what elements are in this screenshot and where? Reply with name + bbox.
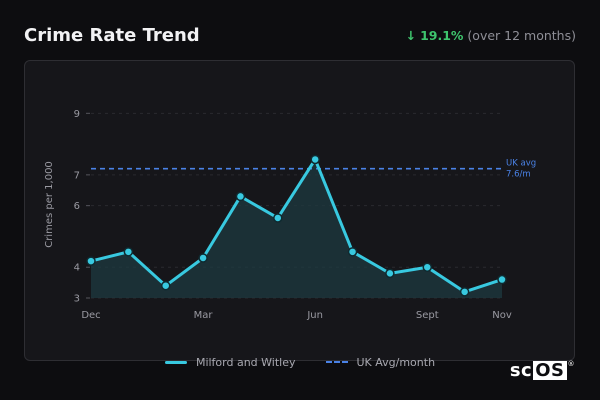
y-tick-label: 4 — [74, 263, 80, 274]
data-point — [198, 253, 208, 263]
legend-label-reference: UK Avg/month — [356, 355, 436, 369]
legend-item-series[interactable]: Milford and Witley — [164, 355, 296, 369]
change-percent: 19.1% — [420, 28, 464, 43]
line-chart: 3 4 6 7 9 Crimes per 1,000 UK avg 7.6/m Dec Ma… — [44, 109, 536, 321]
change-indicator: ↓ 19.1% (over 12 months) — [406, 28, 576, 43]
page-title: Crime Rate Trend — [24, 25, 200, 46]
x-tick-label: Sept — [416, 310, 439, 321]
data-point — [235, 191, 246, 202]
brand-prefix: sc — [509, 360, 533, 381]
x-tick-label: Jun — [306, 310, 323, 321]
change-period: (over 12 months) — [467, 28, 576, 43]
chart-legend: Milford and Witley UK Avg/month — [0, 355, 600, 369]
data-point — [385, 268, 395, 279]
data-point — [123, 247, 134, 257]
y-axis-label: Crimes per 1,000 — [44, 161, 55, 248]
y-tick-label: 3 — [74, 294, 80, 305]
x-tick-label: Nov — [492, 310, 512, 321]
brand-boxed: OS — [533, 360, 567, 381]
brand-logo: sc OS ® — [510, 360, 575, 381]
dashed-line-swatch-icon — [325, 361, 348, 363]
data-point — [273, 213, 283, 223]
series-area — [91, 159, 502, 298]
data-point — [86, 256, 96, 266]
legend-item-reference[interactable]: UK Avg/month — [325, 355, 436, 369]
y-tick-label: 6 — [74, 201, 80, 212]
legend-label-series: Milford and Witley — [195, 355, 296, 369]
registered-mark-icon: ® — [567, 360, 575, 368]
data-point — [160, 280, 171, 291]
y-tick-label: 9 — [74, 109, 80, 120]
data-points — [86, 154, 507, 297]
x-tick-label: Mar — [194, 310, 214, 321]
series-line — [90, 157, 503, 294]
data-point — [459, 287, 470, 297]
uk-average-label: UK avg 7.6/m — [506, 159, 536, 180]
x-axis-ticks: Dec Mar Jun Sept Nov — [81, 310, 512, 321]
data-point — [347, 247, 358, 257]
x-tick-label: Dec — [81, 310, 100, 321]
solid-line-swatch-icon — [164, 360, 187, 364]
data-point — [310, 154, 320, 165]
chart-panel: 3 4 6 7 9 Crimes per 1,000 UK avg 7.6/m Dec Ma… — [24, 60, 575, 361]
down-arrow-icon: ↓ — [405, 28, 417, 43]
y-axis-ticks: 3 4 6 7 9 — [74, 109, 90, 305]
data-point — [497, 274, 507, 285]
data-point — [422, 262, 433, 272]
y-tick-label: 7 — [74, 170, 80, 181]
